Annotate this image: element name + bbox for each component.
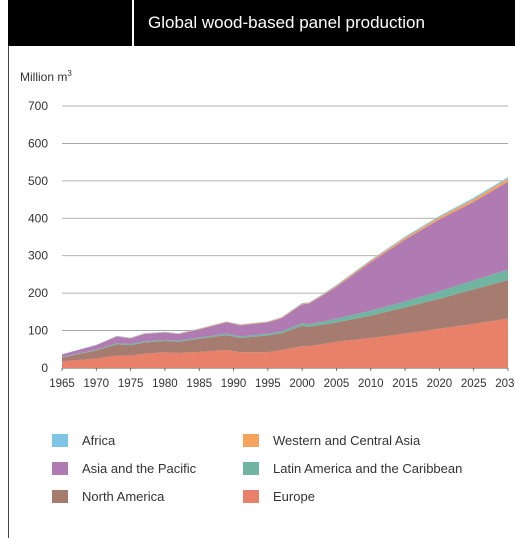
y-tick-label: 600	[28, 136, 48, 150]
y-tick-label: 300	[28, 249, 48, 263]
x-tick-label: 1975	[118, 378, 144, 390]
area-series-europe	[62, 318, 508, 368]
title-bar	[8, 0, 515, 46]
x-tick-label: 1990	[221, 378, 247, 390]
area-layer	[62, 177, 508, 368]
chart-title: Global wood-based panel production	[148, 13, 425, 32]
area-series-north-america	[62, 280, 508, 362]
x-tick-label: 2020	[427, 378, 453, 390]
y-tick-label: 200	[28, 286, 48, 300]
y-axis-label-text: Million m	[20, 70, 68, 84]
title-separator	[132, 0, 134, 46]
y-tick-label: 700	[28, 99, 48, 113]
y-axis-label-superscript: 3	[67, 69, 72, 78]
x-tick-label: 2025	[461, 378, 487, 390]
x-tick-label: 2010	[358, 378, 384, 390]
y-tick-label: 0	[41, 361, 48, 375]
y-tick-label: 500	[28, 174, 48, 188]
x-tick-label: 2005	[324, 378, 350, 390]
x-tick-label: 1995	[255, 378, 281, 390]
x-tick-label: 1970	[84, 378, 110, 390]
y-tick-label: 400	[28, 211, 48, 225]
x-tick-label: 1980	[152, 378, 178, 390]
frame-left-border	[8, 0, 9, 538]
x-tick-label: 2015	[392, 378, 418, 390]
x-tick-label: 1985	[186, 378, 212, 390]
axis-layer: 0 100 200 300 400 500 600 700 1965 1970 1975 1980 19…	[28, 99, 515, 390]
area-series-asia-and-the-pacific	[62, 181, 508, 358]
x-tick-label: 2000	[289, 378, 315, 390]
x-tick-label: 2030	[495, 378, 515, 390]
y-tick-label: 100	[28, 324, 48, 338]
y-axis-label: Million m3	[20, 69, 72, 84]
x-tick-label: 1965	[49, 378, 75, 390]
